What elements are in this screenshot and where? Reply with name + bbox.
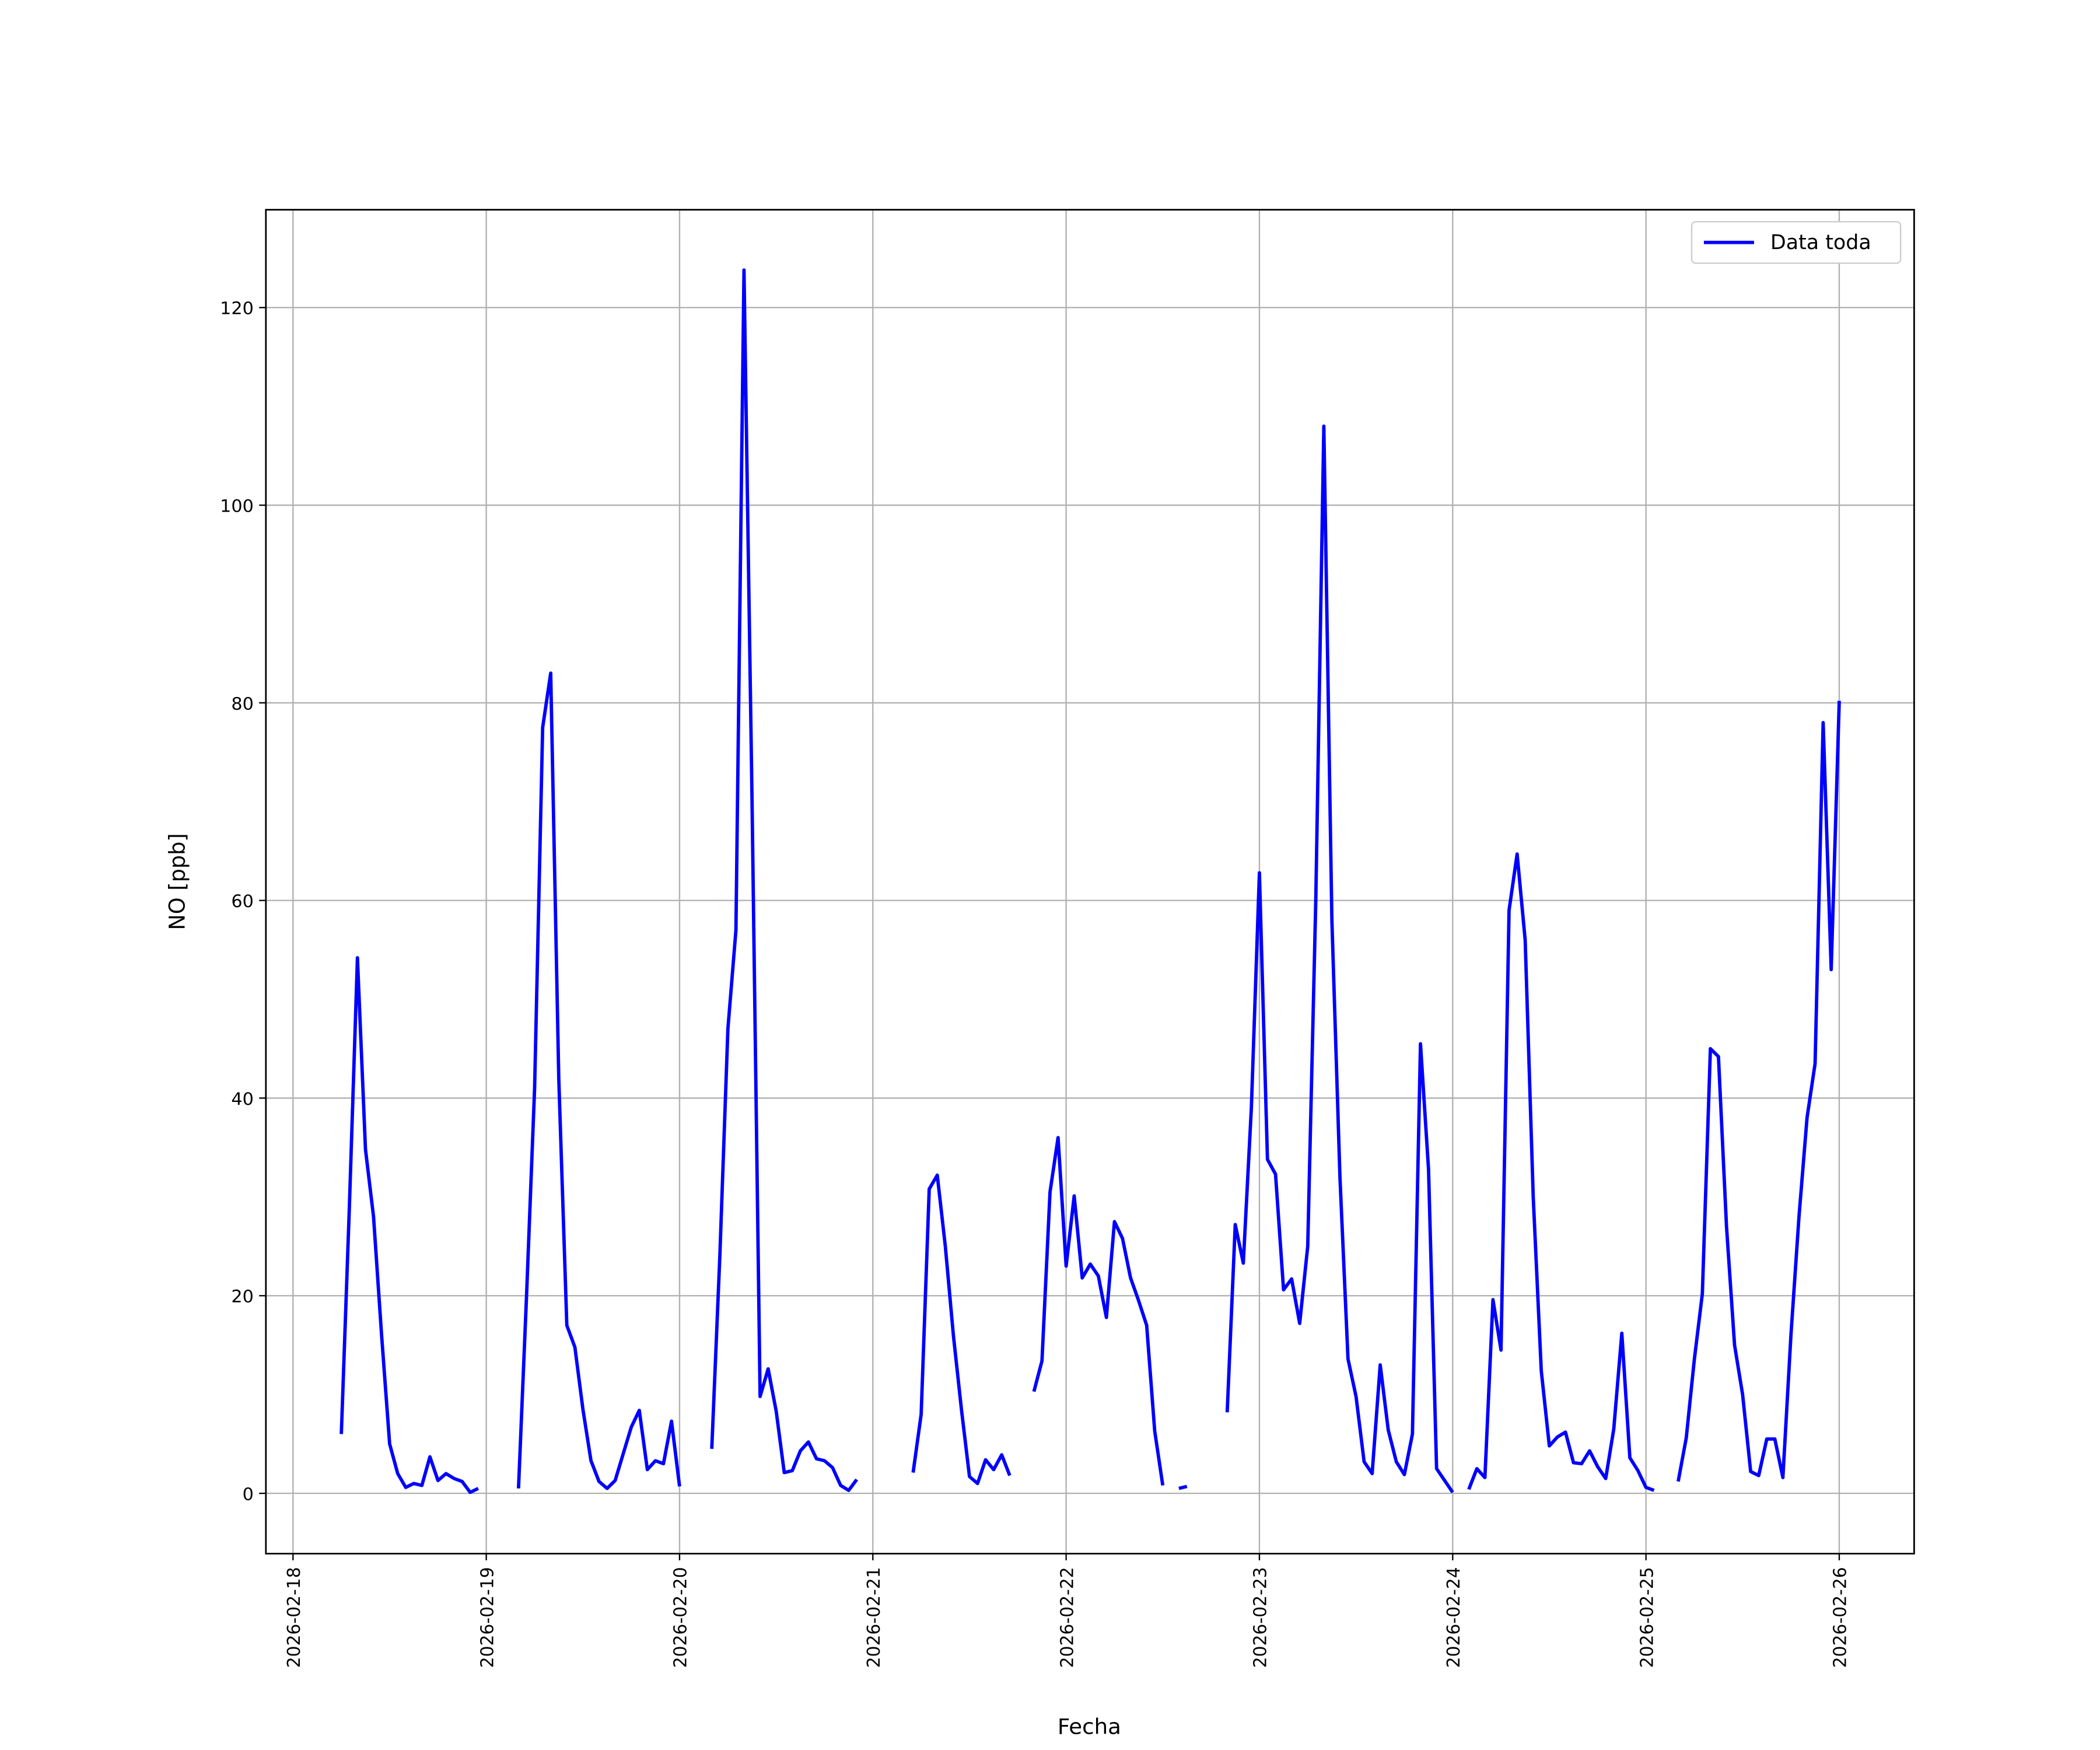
x-tick-label: 2026-02-20 <box>670 1567 691 1668</box>
y-tick-label: 20 <box>231 1287 253 1307</box>
legend-box <box>1690 221 1902 264</box>
x-tick-label: 2026-02-19 <box>477 1567 498 1668</box>
y-tick-label: 0 <box>243 1485 254 1505</box>
plot-frame <box>265 209 1915 1555</box>
y-tick-label: 80 <box>231 694 253 714</box>
x-tick-label: 2026-02-18 <box>284 1567 304 1668</box>
y-tick-label: 40 <box>231 1089 253 1110</box>
x-axis-label: Fecha <box>1058 1714 1121 1740</box>
x-tick-label: 2026-02-25 <box>1637 1567 1657 1668</box>
y-tick-label: 60 <box>231 891 253 912</box>
x-tick-label: 2026-02-23 <box>1250 1567 1270 1668</box>
x-tick-label: 2026-02-26 <box>1830 1567 1850 1668</box>
data-line <box>340 268 1841 1494</box>
legend-label: Data toda <box>1770 231 1871 254</box>
y-tick-label: 100 <box>220 496 254 517</box>
y-axis-label: NO [ppb] <box>164 833 190 930</box>
x-tick-label: 2026-02-24 <box>1444 1567 1464 1668</box>
x-tick-label: 2026-02-21 <box>864 1567 884 1668</box>
y-tick-label: 120 <box>220 299 254 319</box>
x-tick-label: 2026-02-22 <box>1057 1567 1077 1668</box>
